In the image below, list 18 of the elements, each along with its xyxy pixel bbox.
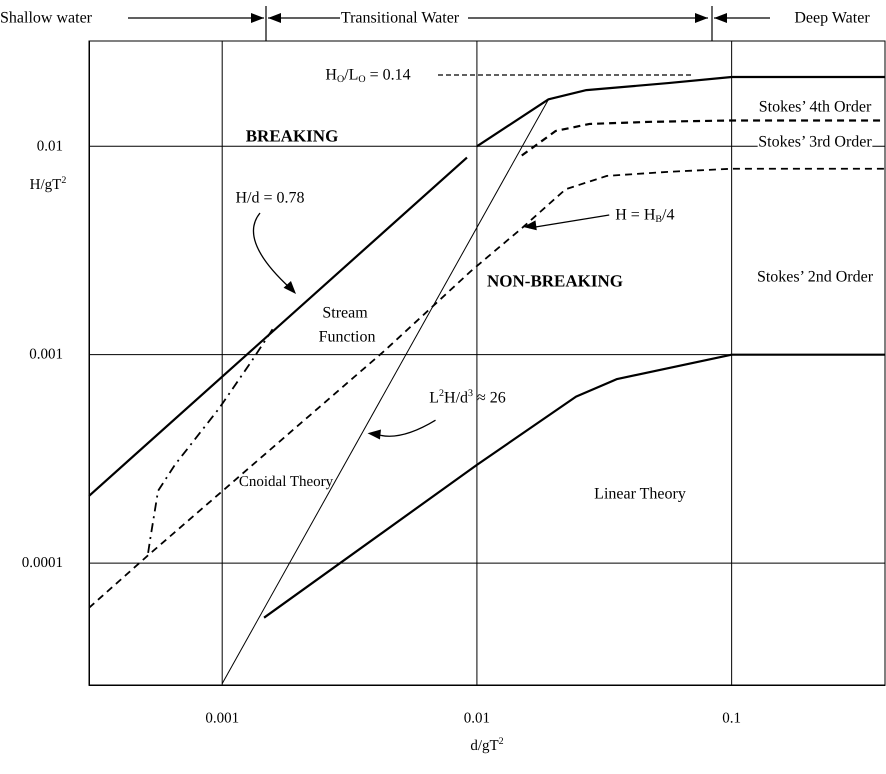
y-tick-label: 0.01 (36, 138, 63, 154)
annotation: Stream Function (318, 304, 376, 346)
text: Deep Water (794, 10, 870, 26)
annotation: BREAKING (246, 126, 338, 146)
x-tick-label: 0.01 (464, 710, 490, 726)
text: Shallow water (0, 10, 93, 26)
annotation: Cnoidal Theory (238, 474, 334, 490)
y-tick-label: 0.0001 (22, 555, 63, 572)
annotation: NON-BREAKING (486, 272, 624, 290)
annotation: Linear Theory (594, 486, 686, 502)
annotation: Stokes’ 4th Order (758, 98, 872, 116)
annotation: Stokes’ 2nd Order (756, 268, 874, 286)
text: Transitional Water (340, 10, 460, 26)
annotation: H/d = 0.78 (235, 190, 305, 206)
y-tick-label: 0.001 (29, 346, 63, 363)
annotation: Stokes’ 3rd Order (758, 134, 872, 150)
x-tick-label: 0.001 (205, 710, 240, 726)
x-tick-label: 0.1 (722, 710, 742, 726)
